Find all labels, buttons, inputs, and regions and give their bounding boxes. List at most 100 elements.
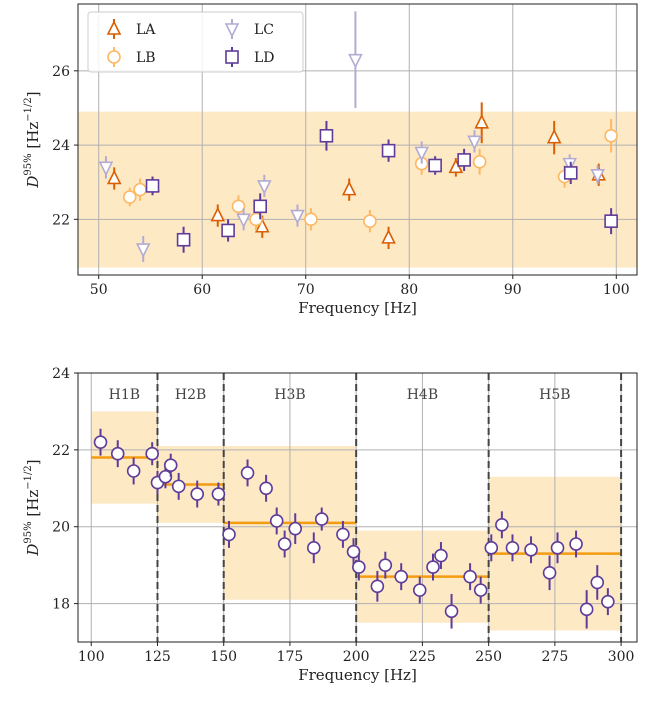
- data-point: [158, 469, 173, 484]
- data-point: [428, 158, 442, 173]
- data-point: [414, 146, 429, 162]
- data-point: [277, 537, 292, 551]
- data-point: [225, 50, 239, 64]
- data-point: [426, 560, 440, 574]
- y-axis-label: D95% [Hz−1/2]: [23, 91, 42, 188]
- data-point: [444, 604, 459, 619]
- data-point: [524, 542, 538, 557]
- data-point: [210, 206, 226, 222]
- legend-box: [87, 11, 304, 73]
- data-point: [290, 209, 305, 225]
- x-tick-label: 225: [409, 649, 436, 665]
- data-point: [269, 514, 284, 528]
- x-tick-label: 175: [277, 649, 304, 665]
- band-label-h4b: H4B: [407, 387, 438, 403]
- data-point: [236, 213, 251, 229]
- data-point: [224, 23, 240, 38]
- data-point: [259, 481, 273, 496]
- data-point: [163, 458, 178, 473]
- data-point: [106, 20, 122, 35]
- x-tick-label: 250: [475, 649, 502, 665]
- y-tick-label: 22: [52, 443, 70, 459]
- data-point: [190, 487, 205, 501]
- plot-area: H1B H2B H3B H4B H5B: [78, 373, 637, 642]
- y-tick-label: 20: [52, 520, 70, 536]
- data-point: [590, 168, 605, 184]
- x-tick-label: 100: [603, 282, 630, 298]
- chart-panel-2: H1B H2B H3B H4B H5B 100 125 150 175 200 225 250 275 3…: [23, 366, 638, 684]
- data-point: [381, 229, 396, 244]
- data-point: [562, 157, 578, 173]
- axes-frame: [77, 372, 638, 643]
- data-point: [604, 214, 618, 228]
- series-lc: [98, 11, 605, 263]
- data-point: [249, 212, 263, 227]
- legend-label: LD: [254, 50, 275, 66]
- axes-frame: [77, 3, 638, 276]
- data-point: [370, 579, 385, 594]
- data-point: [348, 53, 363, 69]
- data-point: [304, 212, 318, 227]
- data-point: [257, 180, 272, 195]
- data-point: [346, 544, 361, 559]
- data-point: [254, 217, 270, 233]
- legend-entry-ld: LD: [225, 47, 275, 67]
- y-axis-label: D95% [Hz−1/2]: [23, 459, 42, 556]
- x-tick-label: 50: [90, 282, 108, 298]
- data-point: [590, 575, 605, 590]
- data-point: [484, 541, 499, 555]
- data-point: [93, 435, 108, 449]
- data-point: [457, 153, 471, 167]
- x-tick-label: 90: [504, 282, 522, 298]
- series-la: [106, 102, 606, 250]
- data-point: [306, 541, 321, 555]
- data-point: [336, 527, 350, 542]
- data-point: [579, 602, 594, 617]
- legend-label: LB: [136, 50, 156, 66]
- data-point: [314, 512, 329, 526]
- data-point: [133, 182, 147, 197]
- data-point: [145, 446, 159, 461]
- data-point: [546, 128, 562, 144]
- y-tick-label: 18: [52, 597, 70, 613]
- data-point: [253, 199, 267, 214]
- legend-entry-lb: LB: [107, 47, 156, 67]
- data-point: [550, 541, 565, 555]
- data-point: [122, 190, 137, 204]
- band-label-h1b: H1B: [109, 387, 140, 403]
- data-point: [211, 487, 226, 501]
- legend-entry-lc: LC: [224, 19, 274, 39]
- x-tick-label: 60: [193, 282, 211, 298]
- data-point: [145, 179, 160, 193]
- data-point: [107, 50, 121, 64]
- data-point: [569, 537, 583, 551]
- y-tick-label: 22: [52, 212, 70, 228]
- data-point: [472, 154, 487, 169]
- data-point: [601, 594, 615, 609]
- legend: LA LB LC LD: [87, 11, 304, 73]
- data-point: [474, 114, 490, 129]
- data-point: [505, 541, 520, 555]
- data-point: [106, 169, 122, 185]
- x-tick-label: 275: [542, 649, 569, 665]
- data-point: [222, 527, 236, 542]
- data-point: [240, 466, 255, 480]
- data-point: [467, 135, 482, 151]
- x-tick-label: 150: [210, 649, 237, 665]
- band-label-h3b: H3B: [274, 387, 305, 403]
- x-tick-label: 300: [608, 649, 635, 665]
- x-tick-label: 200: [343, 649, 370, 665]
- data-point: [473, 583, 488, 597]
- data-point: [378, 558, 393, 572]
- data-point: [126, 464, 141, 478]
- data-point: [98, 161, 114, 177]
- y-tick-label: 24: [52, 138, 70, 154]
- y-tick-label: 26: [52, 64, 70, 80]
- series-ld: [145, 120, 618, 253]
- uncertainty-band: [78, 111, 637, 268]
- data-point: [319, 128, 334, 143]
- data-point: [434, 548, 448, 563]
- band-label-h2b: H2B: [175, 387, 206, 403]
- x-tick-label: 70: [297, 282, 315, 298]
